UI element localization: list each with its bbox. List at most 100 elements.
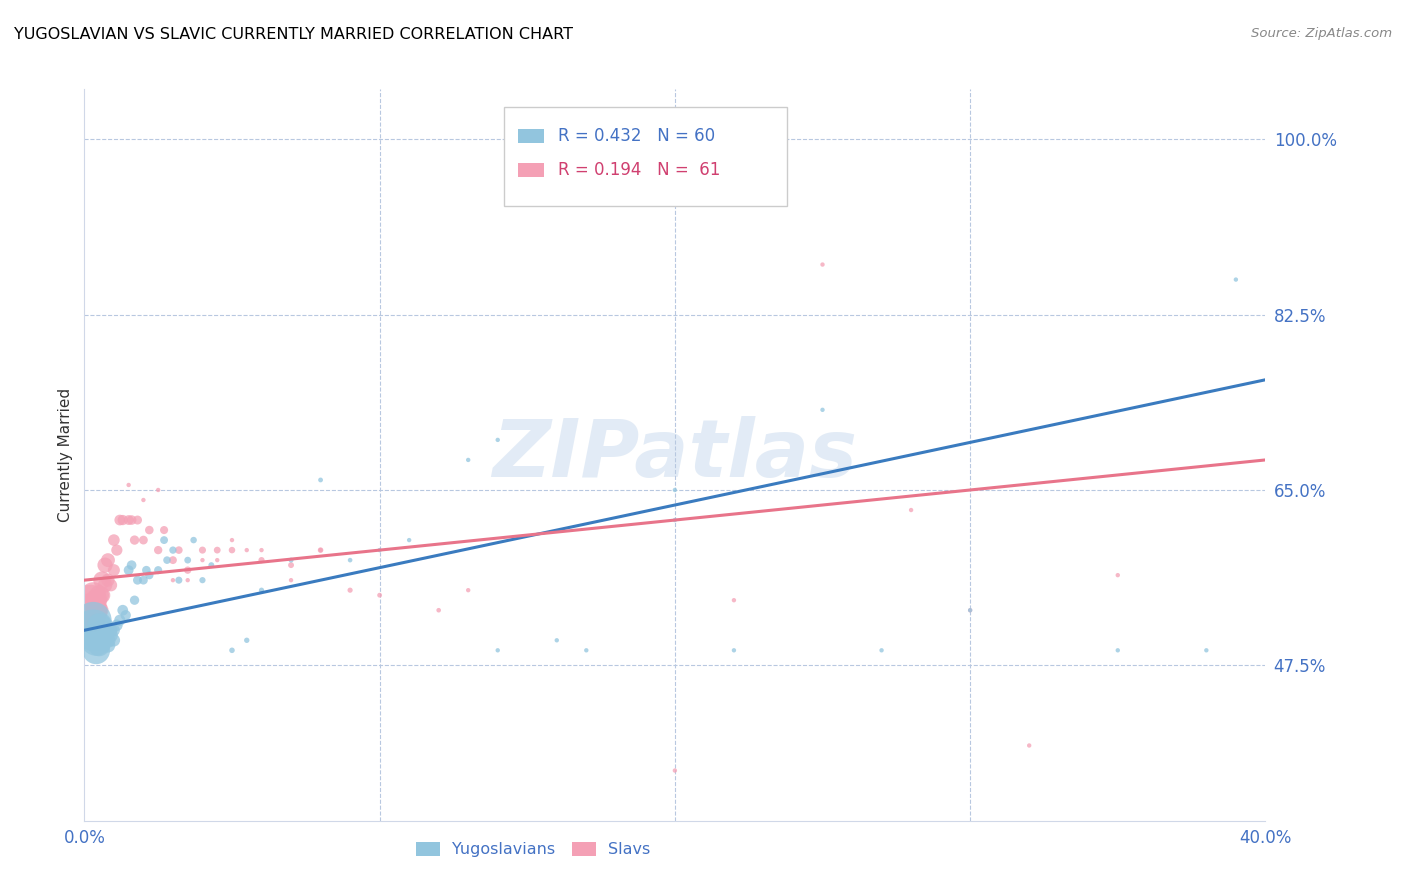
Point xyxy=(82,624,104,638)
Point xyxy=(236,633,259,648)
Point xyxy=(870,643,893,657)
Point xyxy=(153,523,176,537)
Point xyxy=(167,543,190,558)
Point xyxy=(664,764,686,778)
Point xyxy=(87,603,111,617)
Point xyxy=(339,553,361,567)
Text: R = 0.194   N =  61: R = 0.194 N = 61 xyxy=(558,161,720,179)
Point xyxy=(280,558,302,573)
Point xyxy=(103,563,125,577)
Point xyxy=(148,543,170,558)
Point xyxy=(111,513,134,527)
Point xyxy=(79,593,101,607)
Point xyxy=(94,558,117,573)
Point xyxy=(138,523,160,537)
Point xyxy=(121,513,143,527)
Point xyxy=(84,643,107,657)
Point xyxy=(132,493,155,508)
Text: R = 0.432   N = 60: R = 0.432 N = 60 xyxy=(558,127,716,145)
Point xyxy=(309,543,332,558)
Point xyxy=(100,578,122,592)
Point xyxy=(82,588,104,602)
Point xyxy=(118,563,141,577)
Legend: Yugoslavians, Slavs: Yugoslavians, Slavs xyxy=(409,836,657,863)
Point xyxy=(91,588,114,602)
Point xyxy=(309,543,332,558)
Point xyxy=(148,483,170,497)
Point xyxy=(1018,739,1040,753)
Point xyxy=(398,533,420,547)
Point xyxy=(132,533,155,547)
Point xyxy=(250,553,273,567)
Point xyxy=(121,558,143,573)
Point xyxy=(97,633,120,648)
Point xyxy=(156,553,179,567)
Point xyxy=(221,533,243,547)
Point xyxy=(84,593,107,607)
Point xyxy=(79,603,101,617)
FancyBboxPatch shape xyxy=(517,163,544,177)
Point xyxy=(167,573,190,587)
FancyBboxPatch shape xyxy=(517,129,544,143)
Point xyxy=(221,543,243,558)
Point xyxy=(1195,643,1218,657)
Point xyxy=(959,603,981,617)
Point xyxy=(105,618,128,632)
Text: YUGOSLAVIAN VS SLAVIC CURRENTLY MARRIED CORRELATION CHART: YUGOSLAVIAN VS SLAVIC CURRENTLY MARRIED … xyxy=(14,27,574,42)
Point xyxy=(82,613,104,627)
Point xyxy=(87,588,111,602)
Point xyxy=(87,633,111,648)
Point xyxy=(280,573,302,587)
Point xyxy=(427,603,450,617)
Point xyxy=(94,628,117,642)
Point xyxy=(457,583,479,598)
Point xyxy=(94,578,117,592)
Point xyxy=(177,563,200,577)
Point xyxy=(84,633,107,648)
Point xyxy=(82,613,104,627)
Point xyxy=(183,533,205,547)
Point xyxy=(91,573,114,587)
Point xyxy=(280,553,302,567)
Point xyxy=(118,513,141,527)
Point xyxy=(84,628,107,642)
Point xyxy=(457,453,479,467)
Point xyxy=(339,583,361,598)
Point xyxy=(309,473,332,487)
Point xyxy=(124,533,146,547)
Point xyxy=(103,633,125,648)
Point xyxy=(1107,643,1129,657)
Point xyxy=(207,553,229,567)
Point xyxy=(138,568,160,582)
Point xyxy=(111,603,134,617)
Point xyxy=(486,433,509,447)
Point xyxy=(132,573,155,587)
Point xyxy=(162,553,184,567)
Point xyxy=(118,478,141,492)
Point xyxy=(108,513,131,527)
Point xyxy=(191,543,214,558)
Point xyxy=(191,573,214,587)
Point xyxy=(486,643,509,657)
Point xyxy=(100,624,122,638)
FancyBboxPatch shape xyxy=(503,108,787,206)
Point xyxy=(900,503,922,517)
Point xyxy=(148,563,170,577)
Point xyxy=(664,483,686,497)
Point xyxy=(153,533,176,547)
Text: ZIPatlas: ZIPatlas xyxy=(492,416,858,494)
Point xyxy=(91,624,114,638)
Y-axis label: Currently Married: Currently Married xyxy=(58,388,73,522)
Point xyxy=(97,638,120,652)
Point xyxy=(811,402,834,417)
Point xyxy=(84,608,107,623)
Point xyxy=(207,543,229,558)
Point xyxy=(191,553,214,567)
Point xyxy=(811,258,834,272)
Point xyxy=(135,563,157,577)
Point xyxy=(103,533,125,547)
Point xyxy=(87,638,111,652)
Point xyxy=(91,633,114,648)
Point xyxy=(108,613,131,627)
Point xyxy=(723,643,745,657)
